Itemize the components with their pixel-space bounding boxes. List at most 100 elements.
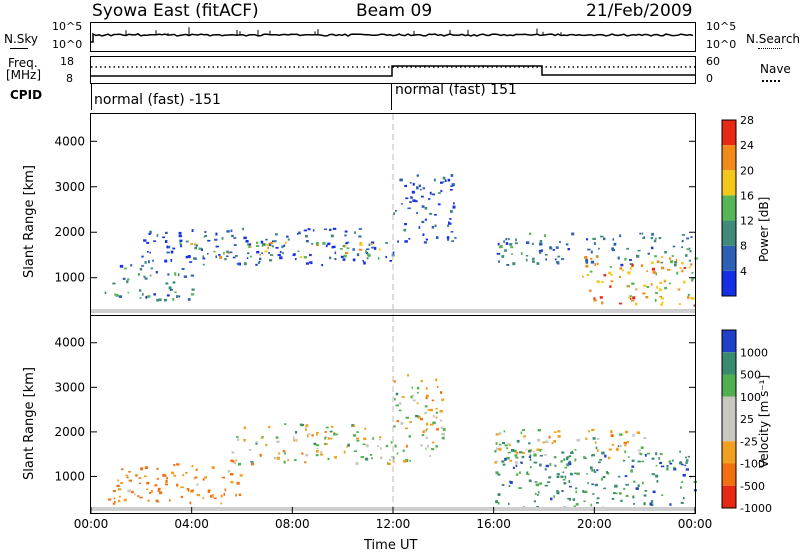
echo-cell xyxy=(659,281,663,284)
echo-cell xyxy=(625,430,629,434)
echo-cell xyxy=(358,228,363,230)
y-tick-label: 2000 xyxy=(54,425,85,439)
echo-cell xyxy=(690,236,693,238)
echo-cell xyxy=(554,258,557,261)
echo-cell xyxy=(141,255,144,258)
echo-cell xyxy=(569,497,571,501)
echo-cell xyxy=(185,255,189,259)
echo-cell xyxy=(652,490,656,494)
echo-cell xyxy=(416,386,420,390)
echo-cell xyxy=(690,263,693,266)
echo-cell xyxy=(303,256,307,259)
echo-cell xyxy=(600,235,604,238)
echo-cell xyxy=(431,193,436,196)
echo-cell xyxy=(248,243,252,246)
echo-cell xyxy=(143,275,146,278)
echo-cell xyxy=(451,240,454,242)
echo-cell xyxy=(330,234,334,238)
freq-strip xyxy=(90,56,696,84)
echo-cell xyxy=(139,496,143,499)
echo-cell xyxy=(616,449,619,452)
echo-cell xyxy=(639,453,643,456)
echo-cell xyxy=(525,255,529,257)
echo-cell xyxy=(297,250,300,252)
echo-cell xyxy=(687,293,690,297)
echo-cell xyxy=(107,498,112,501)
echo-cell xyxy=(591,483,594,486)
echo-cell xyxy=(147,499,150,502)
echo-cell xyxy=(525,258,528,262)
echo-cell xyxy=(601,451,605,455)
echo-cell xyxy=(611,249,615,252)
echo-cell xyxy=(498,260,500,263)
echo-cell xyxy=(139,289,142,292)
echo-cell xyxy=(138,477,142,479)
echo-cell xyxy=(226,230,230,233)
echo-cell xyxy=(173,464,176,467)
echo-cell xyxy=(426,394,429,398)
echo-cell xyxy=(495,500,498,504)
echo-cell xyxy=(563,458,566,461)
echo-cell xyxy=(301,452,304,455)
echo-cell xyxy=(587,248,591,251)
echo-cell xyxy=(607,456,611,460)
echo-cell xyxy=(523,435,526,438)
echo-cell xyxy=(442,176,446,180)
echo-cell xyxy=(334,456,337,459)
echo-cell xyxy=(521,455,525,459)
echo-cell xyxy=(527,449,532,453)
echo-cell xyxy=(575,487,578,490)
echo-cell xyxy=(396,452,399,455)
echo-cell xyxy=(511,449,515,452)
cpid-label: CPID xyxy=(10,88,43,102)
echo-cell xyxy=(362,443,366,445)
echo-cell xyxy=(424,405,428,408)
power-colorbar-label: Power [dB] xyxy=(757,196,771,262)
echo-cell xyxy=(194,476,198,479)
echo-cell xyxy=(599,458,603,461)
echo-cell xyxy=(421,195,424,198)
echo-cell xyxy=(525,448,528,451)
echo-cell xyxy=(682,473,686,477)
echo-cell xyxy=(165,240,168,243)
echo-cell xyxy=(621,269,624,272)
echo-cell xyxy=(647,252,650,255)
echo-cell xyxy=(144,466,149,469)
echo-cell xyxy=(429,212,433,215)
echo-cell xyxy=(515,238,517,242)
echo-cell xyxy=(179,242,182,245)
echo-cell xyxy=(506,264,510,266)
echo-cell xyxy=(416,174,419,177)
echo-cell xyxy=(190,489,195,492)
velocity-plot-area xyxy=(91,316,697,513)
echo-cell xyxy=(614,484,618,488)
echo-cell xyxy=(576,472,580,475)
echo-cell xyxy=(553,495,555,498)
echo-cell xyxy=(346,247,350,249)
echo-cell xyxy=(676,271,679,275)
echo-cell xyxy=(437,203,441,206)
echo-cell xyxy=(126,476,129,479)
echo-cell xyxy=(377,256,380,260)
echo-cell xyxy=(655,464,658,467)
echo-cell xyxy=(191,229,194,232)
echo-cell xyxy=(232,256,236,259)
echo-cell xyxy=(283,460,286,464)
echo-cell xyxy=(358,235,362,238)
echo-cell xyxy=(369,454,373,456)
echo-cell xyxy=(118,499,121,503)
echo-cell xyxy=(567,248,570,251)
echo-cell xyxy=(501,484,505,486)
echo-cell xyxy=(668,282,671,285)
echo-cell xyxy=(440,189,443,193)
echo-cell xyxy=(136,495,140,497)
echo-cell xyxy=(645,296,649,299)
echo-cell xyxy=(187,488,190,492)
echo-cell xyxy=(504,444,508,447)
echo-cell xyxy=(583,500,586,503)
echo-cell xyxy=(532,260,535,263)
echo-cell xyxy=(640,446,644,449)
velocity-chart: 1000 2000 3000 4000 00:00 04:00 08:00 12:00 16:… xyxy=(54,315,772,531)
echo-cell xyxy=(138,482,142,485)
echo-cell xyxy=(114,501,116,504)
